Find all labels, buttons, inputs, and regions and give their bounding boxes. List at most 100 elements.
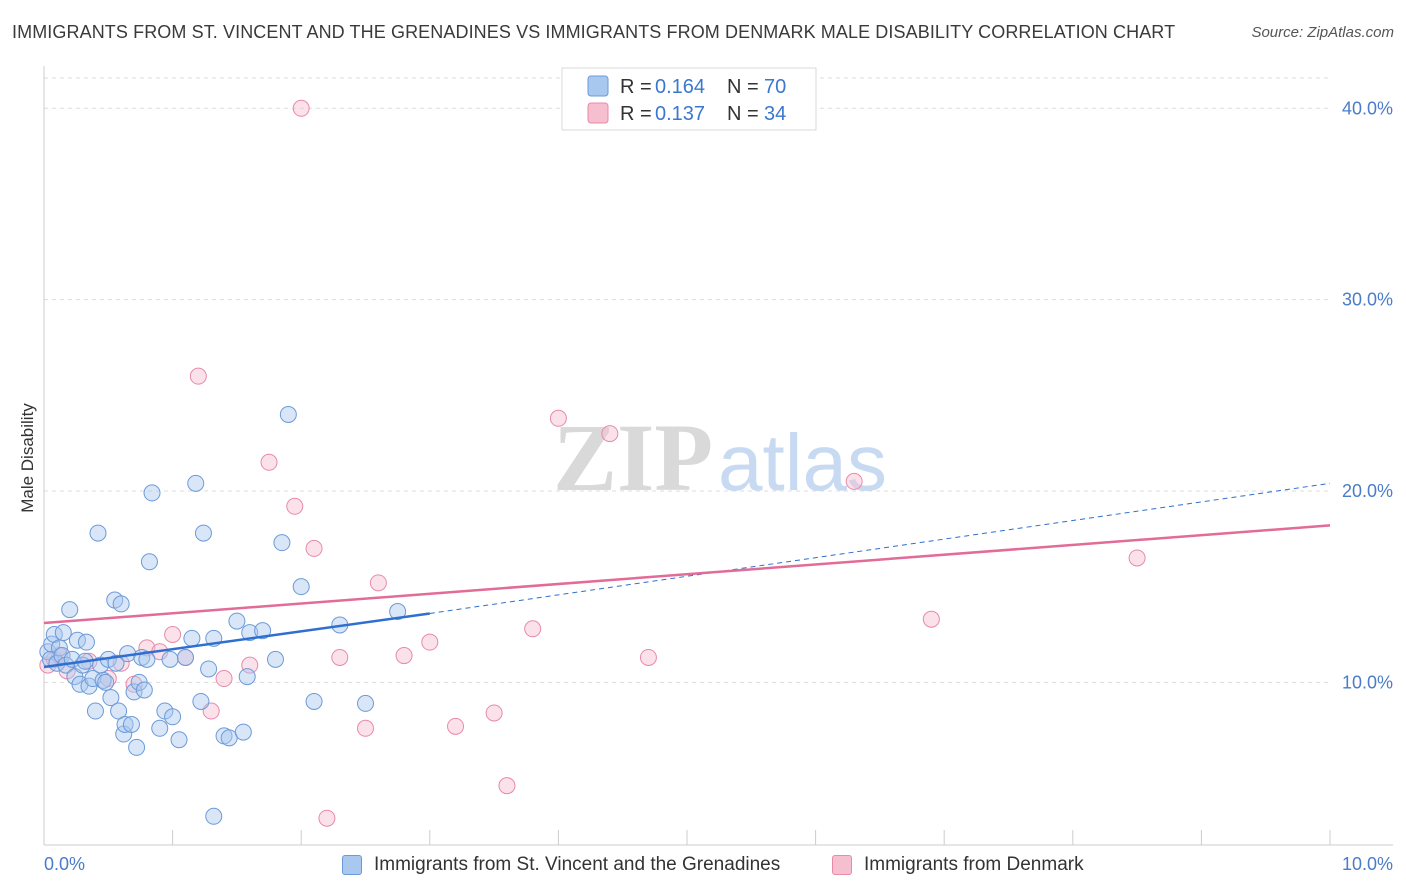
- denmark-point: [292, 99, 310, 117]
- svg-point: [279, 405, 297, 423]
- denmark-point: [845, 472, 863, 490]
- denmark-point: [189, 367, 207, 385]
- denmark-point: [1128, 549, 1146, 567]
- denmark-point: [286, 497, 304, 515]
- legend-swatch-blue: [587, 75, 609, 97]
- series-svg-points: [39, 405, 407, 825]
- svg-point: [273, 534, 291, 552]
- svg-point: [192, 692, 210, 710]
- watermark-zip: ZIP: [553, 404, 713, 511]
- denmark-point: [639, 648, 657, 666]
- svg-trend-dashed: [429, 482, 1331, 614]
- chart-source: Source: ZipAtlas.com: [1251, 24, 1394, 41]
- svg-point: [164, 708, 182, 726]
- denmark-point: [369, 574, 387, 592]
- svg-point: [43, 635, 61, 653]
- denmark-point: [922, 610, 940, 628]
- svg-point: [254, 622, 272, 640]
- denmark-point: [318, 809, 336, 827]
- svg-point: [143, 484, 161, 502]
- svg-point: [205, 807, 223, 825]
- legend-n-label-pink: N =: [727, 103, 759, 125]
- svg-point: [228, 612, 246, 630]
- denmark-point: [485, 704, 503, 722]
- legend-r-value-pink: 0.137: [655, 103, 705, 125]
- watermark-atlas: atlas: [718, 418, 887, 507]
- bottom-legend-swatch-pink: [832, 855, 852, 875]
- legend-n-label-blue: N =: [727, 76, 759, 98]
- denmark-trend-line: [43, 524, 1331, 625]
- axes: [43, 66, 1393, 846]
- svg-trend-line: [43, 612, 430, 669]
- svg-point: [112, 595, 130, 613]
- y-tick-label: 20.0%: [1342, 481, 1393, 501]
- svg-point: [183, 629, 201, 647]
- svg-point: [176, 648, 194, 666]
- y-tick-label: 40.0%: [1342, 98, 1393, 118]
- y-tick-label: 10.0%: [1342, 672, 1393, 692]
- denmark-point: [164, 626, 182, 644]
- svg-point: [234, 723, 252, 741]
- svg-point: [187, 474, 205, 492]
- svg-point: [161, 650, 179, 668]
- denmark-point: [601, 425, 619, 443]
- denmark-point: [524, 620, 542, 638]
- svg-point: [77, 633, 95, 651]
- bottom-legend-item-svg: Immigrants from St. Vincent and the Gren…: [342, 852, 780, 878]
- svg-point: [107, 654, 125, 672]
- denmark-point: [215, 670, 233, 688]
- tick-labels: 10.0% 20.0% 30.0% 40.0% 0.0% 10.0%: [44, 98, 1393, 874]
- bottom-legend-swatch-blue: [342, 855, 362, 875]
- svg-point: [389, 603, 407, 621]
- legend-box: R = 0.164 N = 70 R = 0.137 N = 34: [561, 67, 817, 131]
- denmark-point: [260, 453, 278, 471]
- svg-point: [357, 694, 374, 712]
- legend-r-label-blue: R =: [620, 76, 652, 98]
- legend-n-value-blue: 70: [764, 76, 786, 98]
- denmark-point: [395, 647, 413, 665]
- denmark-point: [357, 719, 374, 737]
- denmark-point: [498, 777, 516, 795]
- watermark: ZIP atlas: [553, 404, 887, 511]
- svg-point: [89, 524, 107, 542]
- denmark-point: [447, 717, 465, 735]
- svg-point: [305, 692, 323, 710]
- svg-point: [266, 650, 284, 668]
- svg-point: [128, 738, 146, 756]
- svg-point: [122, 715, 140, 733]
- x-tick-label-max: 10.0%: [1342, 854, 1393, 874]
- svg-point: [200, 660, 218, 678]
- svg-point: [238, 668, 256, 686]
- bottom-legend-label-denmark: Immigrants from Denmark: [864, 854, 1084, 875]
- denmark-point: [549, 409, 567, 427]
- svg-point: [61, 601, 79, 619]
- svg-point: [151, 719, 169, 737]
- bottom-legend-item-denmark: Immigrants from Denmark: [832, 852, 1084, 878]
- x-tick-label-min: 0.0%: [44, 854, 85, 874]
- legend-swatch-pink: [587, 102, 609, 124]
- svg-point: [292, 578, 310, 596]
- svg-point: [86, 702, 104, 720]
- svg-point: [125, 683, 143, 701]
- svg-point: [241, 624, 259, 642]
- gridlines: [44, 77, 1330, 683]
- denmark-point: [421, 633, 439, 651]
- svg-point: [116, 715, 134, 733]
- legend-r-label-pink: R =: [620, 103, 652, 125]
- svg-point: [220, 729, 238, 747]
- bottom-legend-label-svg: Immigrants from St. Vincent and the Gren…: [374, 854, 781, 875]
- legend-r-value-blue: 0.164: [655, 76, 705, 98]
- trend-lines: [43, 482, 1331, 669]
- svg-point: [194, 524, 212, 542]
- denmark-point: [305, 539, 323, 557]
- svg-point: [102, 689, 120, 707]
- chart-title: IMMIGRANTS FROM ST. VINCENT AND THE GREN…: [12, 22, 1176, 42]
- svg-point: [170, 731, 188, 749]
- svg-point: [84, 670, 102, 688]
- denmark-point: [331, 648, 349, 666]
- svg-point: [94, 671, 112, 689]
- svg-point: [140, 553, 158, 571]
- svg-point: [54, 624, 72, 642]
- legend-n-value-pink: 34: [764, 103, 786, 125]
